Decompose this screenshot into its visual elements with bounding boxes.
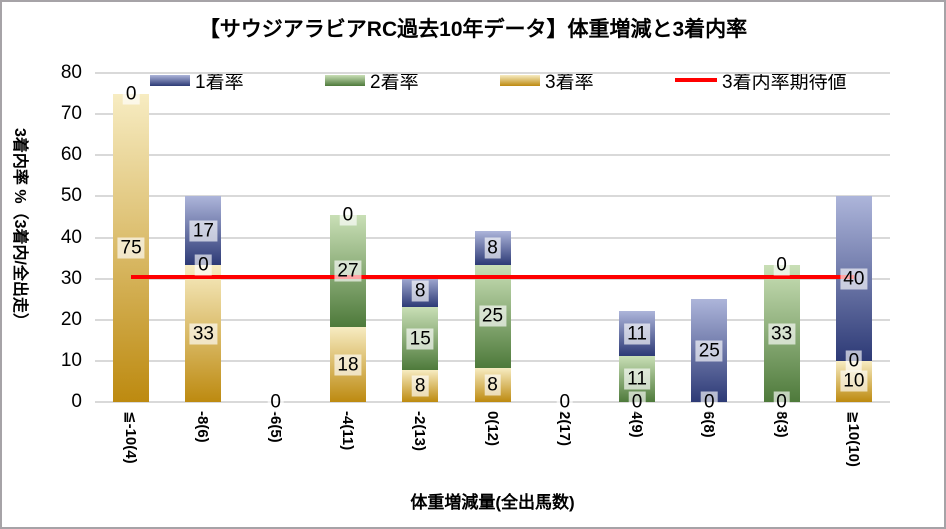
- x-tick-label: 2(17): [555, 411, 573, 447]
- bar-label: 0: [195, 254, 212, 276]
- x-axis-title: 体重増減量(全出馬数): [410, 493, 575, 512]
- y-axis-title: 3着内率 %（3着内/全出走）: [11, 128, 28, 329]
- legend-item: 1着率: [150, 66, 244, 94]
- legend-item: 3着内率期待値: [675, 66, 847, 94]
- x-tick-label: -6(5): [266, 411, 284, 443]
- legend-label: 2着率: [370, 71, 419, 93]
- legend-swatch-2: [325, 74, 365, 86]
- bar-label: 8: [411, 375, 429, 397]
- legend-label: 1着率: [195, 71, 244, 93]
- legend-swatch-1: [150, 74, 190, 86]
- x-tick-label: -8(6): [194, 411, 212, 443]
- x-tick-label: -2(13): [411, 411, 429, 452]
- chart-title: 【サウジアラビアRC過去10年データ】体重増減と3着内率: [198, 18, 748, 41]
- y-tick-label: 30: [60, 267, 82, 289]
- bar-label: 8: [484, 237, 501, 259]
- x-tick-label: 0(12): [483, 411, 501, 447]
- bar-label: 15: [406, 328, 434, 350]
- legend-line-swatch: [675, 78, 717, 82]
- bar-label: 0: [773, 391, 790, 413]
- bar-label: 0: [628, 391, 646, 413]
- bar-label: 17: [189, 220, 217, 242]
- bar-label: 0: [122, 83, 140, 105]
- gridline: [95, 154, 890, 157]
- legend-swatch-3: [500, 74, 540, 86]
- bar-label: 0: [773, 254, 790, 276]
- bar-label: 0: [845, 350, 863, 372]
- legend-item: 2着率: [325, 66, 419, 94]
- bar-label: 11: [624, 368, 650, 390]
- y-tick-label: 80: [60, 62, 82, 83]
- y-tick-label: 20: [60, 308, 82, 330]
- bar-label: 0: [267, 391, 284, 413]
- legend-label: 3着内率期待値: [722, 71, 847, 93]
- bar-label: 18: [334, 354, 362, 376]
- y-tick-label: 10: [60, 349, 82, 371]
- legend: 1着率 2着率 3着率 3着内率期待値: [2, 66, 944, 94]
- y-tick-label: 0: [71, 391, 82, 412]
- gridline: [95, 72, 890, 74]
- bar-label: 0: [556, 391, 574, 413]
- x-axis-line: [95, 401, 890, 403]
- x-tick-label: 4(9): [628, 411, 646, 438]
- bar-label: 25: [695, 340, 723, 362]
- legend-item: 3着率: [500, 66, 594, 94]
- y-tick-label: 70: [60, 103, 82, 125]
- bar-label: 33: [189, 323, 217, 345]
- y-tick-label: 60: [60, 144, 82, 166]
- bar-label: 0: [339, 204, 357, 226]
- y-tick-label: 40: [60, 226, 82, 248]
- bar-label: 27: [334, 260, 362, 282]
- bar-label: 25: [478, 305, 507, 327]
- bar-label: 75: [117, 237, 145, 259]
- x-tick-label: ≧10(10): [844, 411, 862, 467]
- gridline: [95, 195, 890, 198]
- bar-label: 10: [840, 370, 868, 392]
- gridline: [95, 113, 890, 116]
- bar-label: 8: [411, 280, 429, 302]
- legend-label: 3着率: [545, 71, 594, 93]
- bar-label: 11: [624, 323, 650, 345]
- x-tick-label: 8(3): [772, 411, 790, 438]
- bar-label: 0: [701, 391, 718, 413]
- x-tick-label: ≦-10(4): [122, 411, 140, 464]
- x-tick-label: 6(8): [700, 411, 718, 438]
- expected-value-line: [131, 274, 854, 279]
- bar-label: 33: [768, 323, 796, 345]
- bar-label: 8: [484, 374, 501, 396]
- y-tick-label: 50: [60, 185, 82, 207]
- bar-label: 40: [840, 268, 868, 290]
- x-tick-label: -4(11): [338, 411, 356, 451]
